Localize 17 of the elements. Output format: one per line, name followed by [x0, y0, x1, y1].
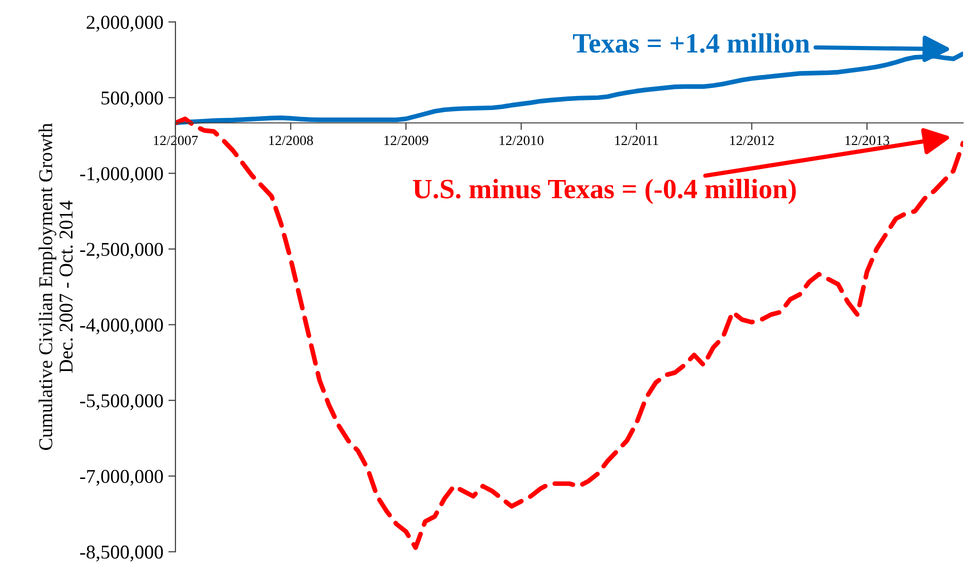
x-tick-label: 12/2010: [500, 136, 544, 146]
y-tick-label: -8,500,000: [80, 546, 163, 562]
y-tick-label: -5,500,000: [80, 394, 163, 410]
x-tick-label: 12/2013: [845, 136, 890, 146]
x-tick-label: 12/2012: [730, 136, 774, 146]
x-tick-label: 12/2009: [384, 136, 428, 146]
y-tick-label: 2,000,000: [86, 16, 163, 32]
annotation: Texas = +1.4 million: [573, 33, 810, 53]
x-tick-label: 12/2011: [615, 136, 658, 146]
y-tick-label: -4,000,000: [80, 318, 163, 334]
y-tick-label: 500,000: [102, 91, 163, 108]
x-tick-label: 12/2008: [269, 136, 313, 146]
y-tick-label: -1,000,000: [80, 167, 163, 184]
y-axis-title: Cumulative Civilian Employment Growth Dec. 2007 - Oct. 2014: [38, 123, 73, 450]
y-tick-label: -7,000,000: [80, 470, 163, 486]
y-tick-label: -2,500,000: [80, 242, 163, 259]
annotation: U.S. minus Texas = (-0.4 million): [413, 178, 796, 204]
